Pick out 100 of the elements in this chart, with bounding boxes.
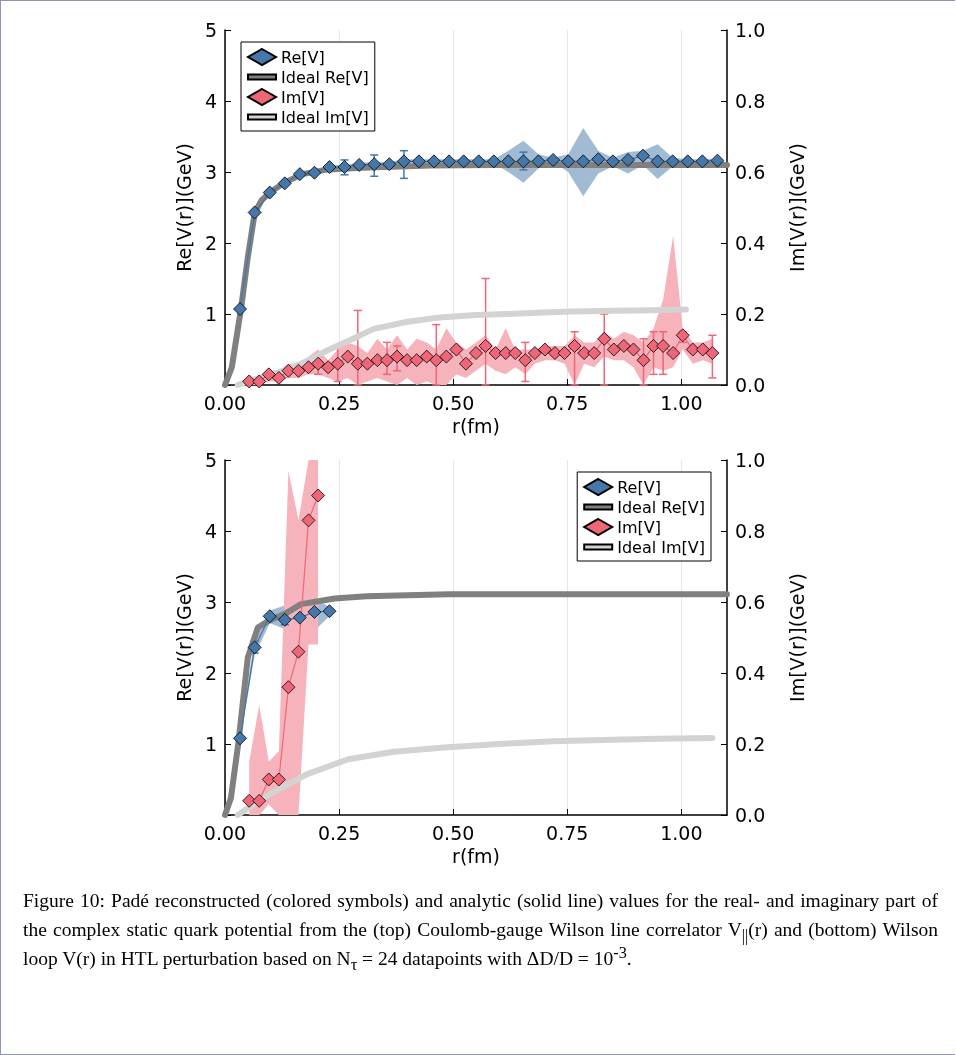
x-tick-label: 0.50 (432, 821, 475, 844)
point (710, 153, 725, 168)
point (548, 346, 562, 360)
point (695, 154, 710, 169)
point (382, 157, 397, 172)
legend-label: Ideal Im[V] (281, 107, 369, 127)
point (307, 165, 322, 180)
y2-tick-label: 0.8 (735, 520, 766, 542)
point (427, 154, 441, 169)
point (488, 346, 503, 360)
point (292, 167, 307, 182)
y2-axis-title: Im[V(r)](GeV) (785, 143, 808, 272)
point (301, 360, 316, 375)
point (277, 176, 292, 191)
point (261, 367, 276, 382)
x-tick-label: 1.00 (660, 391, 703, 414)
point (252, 374, 267, 389)
point (518, 353, 533, 368)
point (322, 160, 337, 174)
point (307, 605, 322, 619)
point (419, 349, 434, 364)
point (636, 353, 651, 368)
x-tick-label: 1.00 (660, 821, 703, 844)
point (409, 353, 424, 368)
y-axis-title: Re[V(r)](GeV) (172, 573, 195, 702)
y2-tick-label: 0.2 (735, 733, 766, 755)
x-tick-label: 0.00 (203, 391, 247, 414)
point (636, 148, 650, 163)
point (247, 205, 262, 220)
point (471, 154, 486, 169)
point (666, 346, 681, 360)
x-tick-label: 0.25 (317, 391, 361, 414)
y-tick-label: 4 (204, 90, 217, 112)
point (616, 339, 631, 353)
point (685, 342, 700, 357)
x-axis-title: r(fm) (452, 845, 500, 868)
point (680, 154, 695, 169)
point (330, 356, 345, 371)
point (340, 349, 355, 364)
point (456, 154, 471, 169)
point (439, 349, 454, 364)
y-tick-label: 5 (204, 449, 217, 471)
point (322, 604, 337, 619)
point (546, 153, 561, 167)
point (252, 793, 267, 808)
point (321, 360, 336, 375)
point (367, 157, 382, 172)
point (695, 342, 710, 357)
x-tick-label: 0.75 (546, 821, 589, 844)
point (396, 154, 411, 169)
y2-tick-label: 0.4 (735, 232, 766, 254)
point (538, 342, 552, 357)
point (508, 346, 523, 360)
point (242, 374, 257, 389)
point (352, 158, 367, 172)
point (390, 349, 404, 364)
y-tick-label: 1 (204, 303, 217, 325)
legend-label: Re[V] (281, 47, 325, 67)
y2-tick-label: 0.4 (735, 662, 766, 684)
x-tick-label: 0.50 (432, 391, 475, 414)
y-tick-label: 2 (204, 232, 217, 254)
point (486, 154, 501, 169)
point (597, 331, 612, 346)
point (478, 339, 493, 353)
point (621, 153, 635, 167)
point (242, 793, 257, 808)
y2-tick-label: 0.6 (735, 591, 766, 613)
point (606, 342, 621, 357)
point (531, 154, 546, 169)
y2-tick-label: 0.6 (735, 161, 766, 183)
y2-tick-label: 0.0 (735, 374, 766, 396)
legend-label: Ideal Re[V] (281, 67, 369, 87)
point (705, 346, 720, 360)
point (650, 154, 665, 169)
point (469, 346, 483, 360)
point (656, 339, 671, 353)
x-axis-title: r(fm) (452, 415, 500, 438)
y2-tick-label: 0.8 (735, 90, 766, 112)
x-tick-label: 0.75 (546, 391, 589, 414)
y-axis-title: Re[V(r)](GeV) (172, 143, 195, 272)
legend-label: Im[V] (617, 517, 661, 537)
y-tick-label: 5 (204, 19, 217, 41)
y-tick-label: 3 (204, 591, 217, 613)
point (380, 353, 394, 368)
point (442, 154, 456, 169)
y2-tick-label: 1.0 (735, 19, 766, 41)
point (429, 353, 444, 368)
y-tick-label: 1 (204, 733, 217, 755)
point (459, 356, 473, 371)
point (291, 363, 306, 378)
x-tick-label: 0.00 (203, 821, 247, 844)
point (561, 154, 576, 169)
point (449, 342, 464, 357)
point (233, 731, 247, 746)
point (262, 609, 277, 624)
y2-axis-title: Im[V(r)](GeV) (785, 573, 808, 702)
point (281, 680, 296, 695)
point (567, 339, 582, 353)
point (527, 346, 542, 360)
y-tick-label: 3 (204, 161, 217, 183)
